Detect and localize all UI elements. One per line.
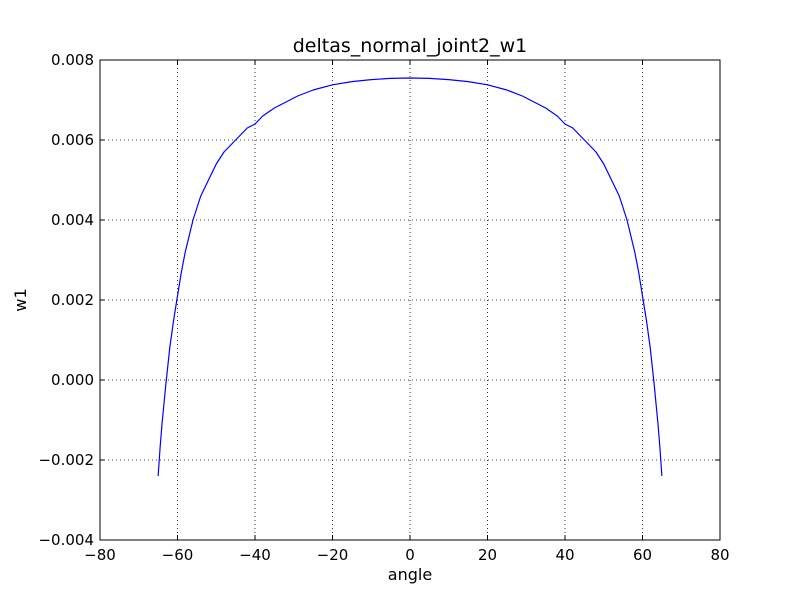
- y-tick-label: 0.006: [51, 131, 94, 149]
- x-tick-label: 40: [555, 546, 574, 564]
- y-tick-label: 0.008: [51, 51, 94, 69]
- y-tick-label: 0.004: [51, 211, 94, 229]
- chart-title: deltas_normal_joint2_w1: [293, 35, 528, 57]
- x-tick-label: 20: [478, 546, 497, 564]
- x-tick-label: −40: [239, 546, 271, 564]
- axis-ticks: [99, 59, 721, 541]
- series-layer: [157, 77, 663, 477]
- tick-labels: −80 −60 −40 −20 0 20 40 60 80 −0.004 −0.002 0.000 0.…: [38, 51, 729, 564]
- x-tick-label: 60: [633, 546, 652, 564]
- y-tick-label: −0.004: [38, 531, 94, 549]
- x-axis-label: angle: [388, 565, 432, 584]
- y-tick-label: 0.000: [51, 371, 94, 389]
- x-tick-label: −80: [84, 546, 116, 564]
- x-tick-label: −60: [162, 546, 194, 564]
- series-line: [157, 77, 663, 477]
- x-tick-label: 0: [405, 546, 415, 564]
- x-tick-label: 80: [710, 546, 729, 564]
- y-tick-label: 0.002: [51, 291, 94, 309]
- y-tick-label: −0.002: [38, 451, 94, 469]
- x-tick-label: −20: [317, 546, 349, 564]
- y-axis-label: w1: [11, 288, 30, 311]
